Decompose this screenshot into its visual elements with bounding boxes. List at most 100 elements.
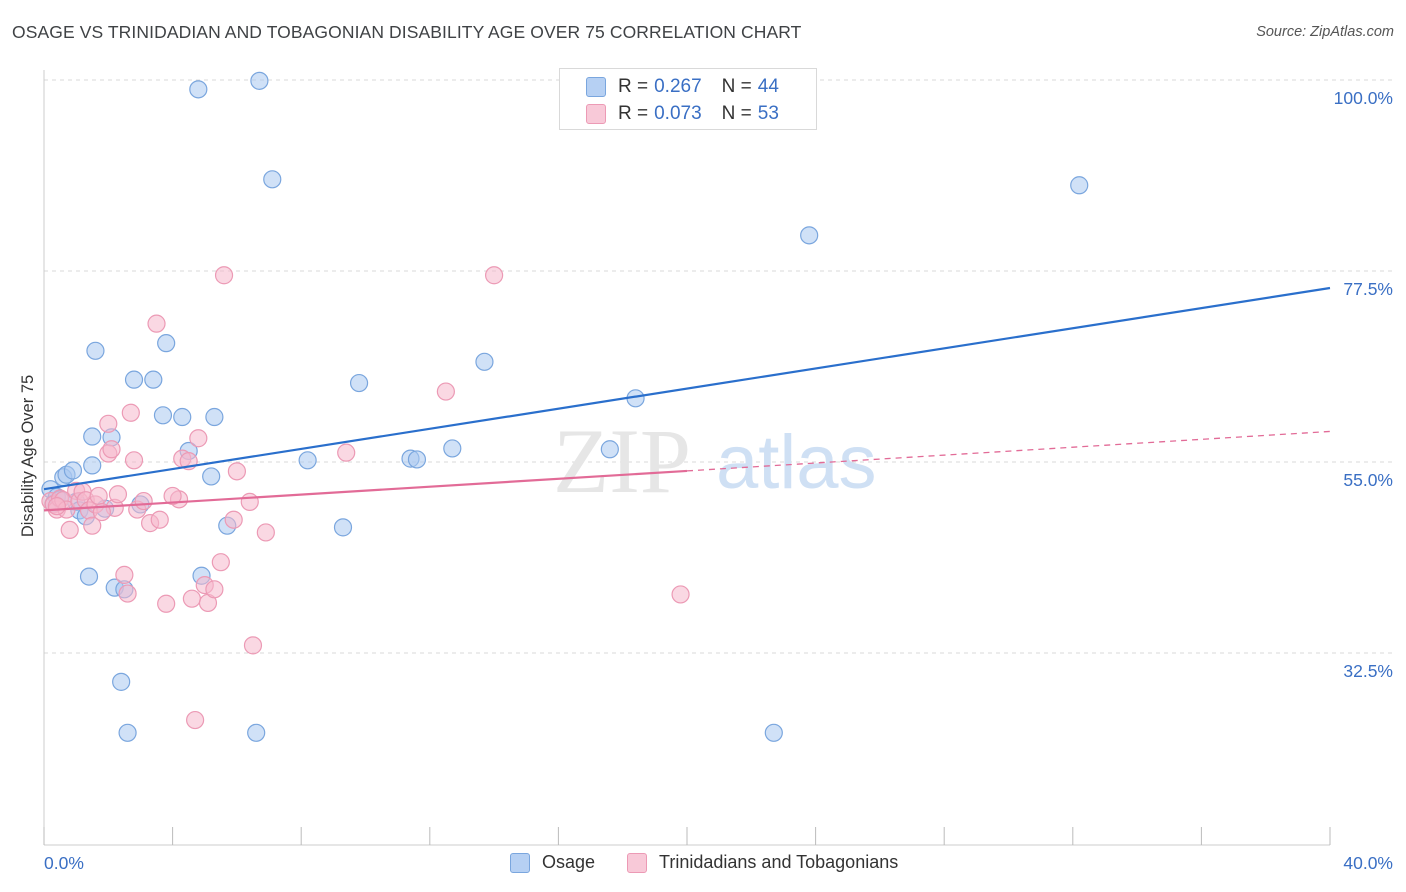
legend-label: Trinidadians and Tobagonians xyxy=(659,852,899,872)
osage-point xyxy=(202,467,221,486)
trinidadians-swatch xyxy=(627,852,648,873)
trinidadian-point xyxy=(150,510,169,529)
trinidadian-trend-line xyxy=(43,469,688,512)
osage-point xyxy=(118,723,137,742)
osage-point xyxy=(349,373,369,393)
source-label: Source: ZipAtlas.com xyxy=(1256,24,1394,40)
series-legend: Osage Trinidadians and Tobagonians xyxy=(510,852,930,873)
y-axis-label: Disability Age Over 75 xyxy=(19,375,37,537)
osage-point xyxy=(250,71,269,90)
n-label: N = xyxy=(721,76,752,97)
trinidadian-point xyxy=(485,266,504,285)
trinidadian-point xyxy=(224,510,243,529)
trinidadian-point xyxy=(186,710,205,730)
osage-point xyxy=(247,723,266,742)
grid-lines xyxy=(44,79,1394,654)
osage-point xyxy=(79,567,99,586)
trinidadian-trend-projection xyxy=(686,430,1331,472)
r-label: R = xyxy=(618,103,649,124)
trinidadian-point xyxy=(124,451,144,470)
osage-point xyxy=(83,456,102,475)
trinidadian-point xyxy=(108,485,128,504)
trinidadian-point xyxy=(47,497,66,516)
trinidadian-point xyxy=(134,491,153,511)
trinidadian-point xyxy=(60,520,79,540)
y-tick-label: 32.5% xyxy=(1343,661,1393,681)
trinidadian-point xyxy=(118,584,137,603)
osage-point xyxy=(600,440,619,459)
y-tick-label: 55.0% xyxy=(1343,470,1393,490)
r-label: R = xyxy=(618,76,649,97)
osage-point xyxy=(153,406,173,425)
osage-point xyxy=(63,461,83,480)
trinidadian-point xyxy=(256,523,275,542)
osage-point xyxy=(189,80,208,99)
axes xyxy=(43,70,1331,846)
trinidadian-point xyxy=(436,382,455,401)
trinidadian-point xyxy=(337,443,356,462)
r-value: 0.267 xyxy=(654,76,702,97)
trinidadian-point xyxy=(671,585,690,604)
watermark-atlas: atlas xyxy=(716,420,877,505)
watermark: ZIP atlas xyxy=(553,410,877,512)
correlation-legend: R = 0.267 N = 44 R = 0.073 N = 53 xyxy=(559,68,817,130)
legend-item-trinidadians: Trinidadians and Tobagonians xyxy=(627,852,898,873)
watermark-zip: ZIP xyxy=(553,410,691,512)
osage-point xyxy=(124,370,144,389)
trinidadian-point xyxy=(147,314,166,333)
osage-point xyxy=(800,226,819,245)
osage-point xyxy=(443,439,462,458)
legend-row-osage: R = 0.267 N = 44 xyxy=(586,74,779,100)
legend-label: Osage xyxy=(542,852,596,872)
osage-swatch xyxy=(510,852,530,873)
trinidadian-point xyxy=(163,486,182,506)
trinidadian-point xyxy=(205,580,224,599)
osage-swatch xyxy=(586,77,606,97)
trinidadian-point xyxy=(240,492,259,511)
osage-point xyxy=(205,407,224,427)
trinidadian-point xyxy=(211,553,230,572)
trinidadian-point xyxy=(115,565,134,585)
trinidadian-point xyxy=(214,266,234,285)
x-tick-label-max: 40.0% xyxy=(1343,853,1393,873)
y-tick-label: 100.0% xyxy=(1334,88,1393,108)
trinidadian-point xyxy=(89,486,108,506)
trinidadian-point xyxy=(189,429,208,448)
n-value: 53 xyxy=(757,103,779,124)
n-label: N = xyxy=(721,103,752,124)
osage-trend-line xyxy=(43,286,1331,491)
axis-labels: 32.5% 55.0% 77.5% 100.0% 0.0% 40.0% Disability… xyxy=(19,88,1393,873)
osage-point xyxy=(475,352,494,371)
r-value: 0.073 xyxy=(654,103,702,124)
trend-lines xyxy=(43,286,1331,512)
trinidadian-point xyxy=(227,462,246,481)
trinidadian-point xyxy=(243,636,263,655)
osage-point xyxy=(86,341,105,360)
x-tick-label-min: 0.0% xyxy=(44,853,84,873)
osage-point xyxy=(298,451,317,470)
y-tick-label: 77.5% xyxy=(1343,279,1393,299)
trinidadian-point xyxy=(99,414,118,433)
trinidadian-point xyxy=(121,403,140,422)
n-value: 44 xyxy=(757,76,779,97)
legend-row-trinidadians: R = 0.073 N = 53 xyxy=(586,101,779,127)
legend-item-osage: Osage xyxy=(510,852,595,873)
chart-title: OSAGE VS TRINIDADIAN AND TOBAGONIAN DISA… xyxy=(12,22,802,42)
trinidadian-point xyxy=(83,516,102,535)
trinidadian-point xyxy=(182,589,201,608)
osage-point xyxy=(83,427,102,446)
trinidadians-swatch xyxy=(586,104,606,124)
osage-point xyxy=(1070,176,1089,195)
osage-point xyxy=(144,370,163,389)
osage-point xyxy=(407,450,427,469)
trinidadian-point xyxy=(102,440,121,459)
osage-point xyxy=(173,407,192,427)
osage-point xyxy=(263,170,282,189)
trinidadian-point xyxy=(157,594,176,613)
osage-point xyxy=(764,723,783,742)
osage-point xyxy=(333,518,353,537)
osage-point xyxy=(157,334,176,353)
series-trinidadians xyxy=(41,266,690,730)
osage-point xyxy=(112,672,131,691)
